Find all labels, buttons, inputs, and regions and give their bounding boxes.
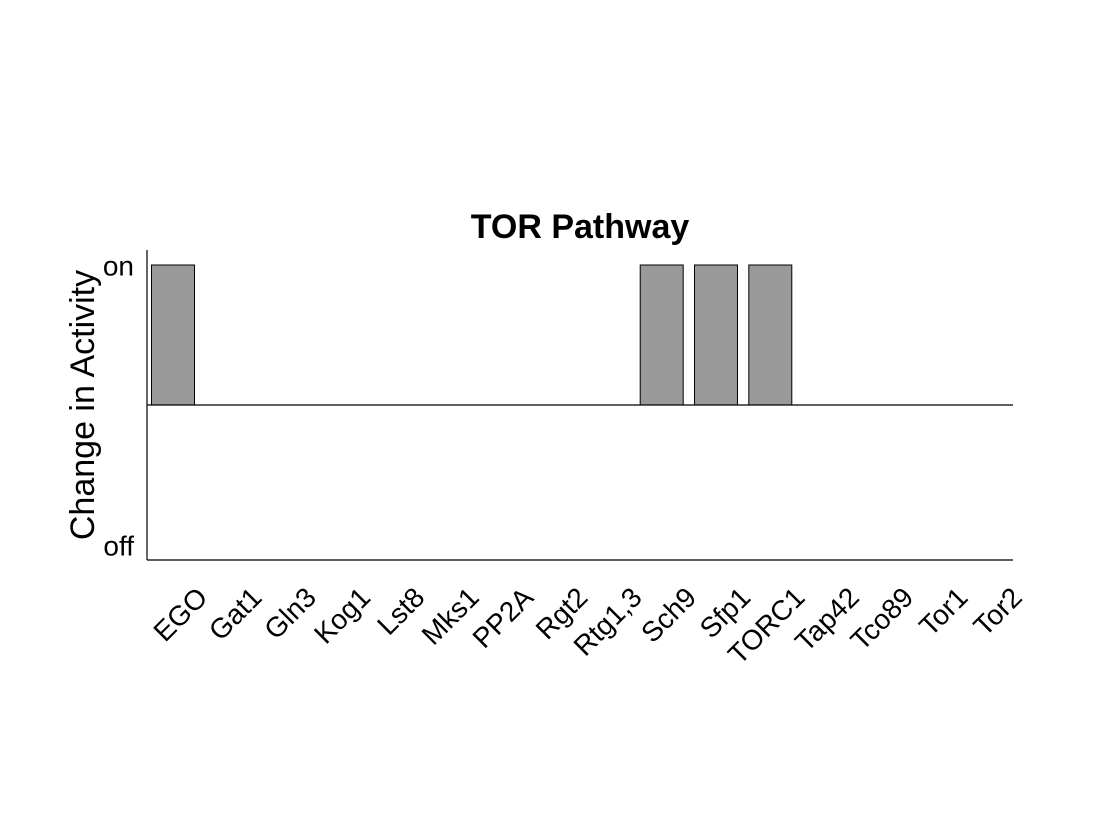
x-tick-label-sch9: Sch9 bbox=[635, 581, 702, 648]
bar-ego bbox=[151, 264, 195, 406]
bar-sfp1 bbox=[694, 264, 738, 406]
x-tick-label-gln3: Gln3 bbox=[258, 581, 322, 645]
chart-title: TOR Pathway bbox=[471, 208, 690, 246]
x-tick-label-pp2a: PP2A bbox=[467, 581, 540, 654]
x-tick-label-ego: EGO bbox=[147, 581, 213, 647]
plot-area: onoffEGOGat1Gln3Kog1Lst8Mks1PP2ARgt2Rtg1… bbox=[103, 250, 1028, 670]
x-tick-label-tor2: Tor2 bbox=[967, 581, 1027, 641]
x-tick-label-tor1: Tor1 bbox=[913, 581, 973, 641]
y-axis-label: Change in Activity bbox=[64, 270, 102, 540]
bar-torc1 bbox=[748, 264, 793, 406]
x-tick-label-tap42: Tap42 bbox=[789, 581, 865, 657]
y-tick-label-on: on bbox=[103, 250, 134, 281]
x-tick-label-tco89: Tco89 bbox=[845, 581, 920, 656]
x-tick-label-gat1: Gat1 bbox=[203, 581, 268, 646]
x-tick-label-kog1: Kog1 bbox=[308, 581, 376, 649]
bar-sch9 bbox=[639, 264, 684, 406]
y-tick-label-off: off bbox=[103, 530, 134, 561]
